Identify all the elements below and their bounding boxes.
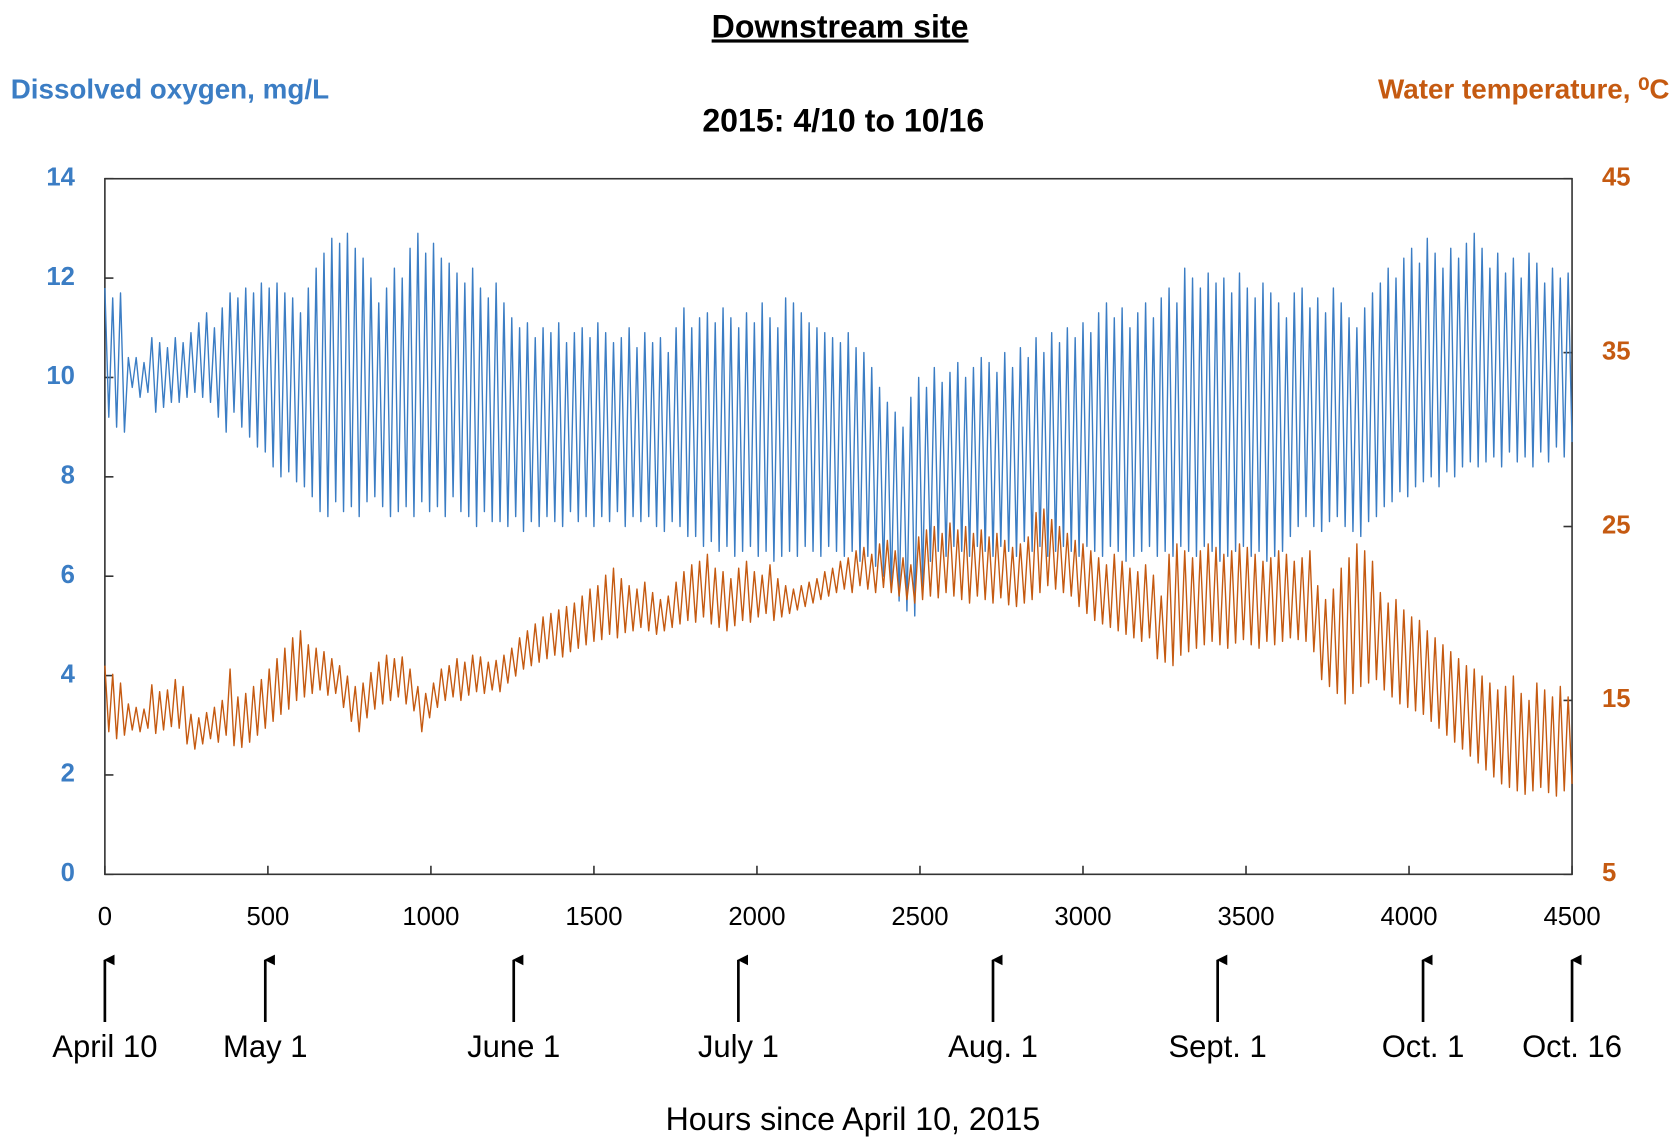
x-tick-label: 2000 <box>728 903 785 931</box>
y-tick-label: 6 <box>61 561 75 589</box>
x-tick-label: 4000 <box>1380 903 1437 931</box>
annotation-label: June 1 <box>467 1029 560 1064</box>
chart-title: Downstream site <box>712 8 969 44</box>
x-tick-label: 2500 <box>891 903 948 931</box>
x-tick-label: 0 <box>98 903 112 931</box>
annotation-label: Oct. 16 <box>1522 1029 1622 1064</box>
y-tick-label: 2 <box>61 760 75 788</box>
x-tick-label: 3500 <box>1217 903 1274 931</box>
annotation-label: Sept. 1 <box>1169 1029 1267 1064</box>
y-tick-label: 12 <box>46 263 75 291</box>
y2-tick-label: 35 <box>1602 337 1631 365</box>
y2-axis-label: Water temperature, ⁰C <box>1378 73 1669 104</box>
y2-tick-label: 15 <box>1602 685 1631 713</box>
y-tick-label: 10 <box>46 362 75 390</box>
x-tick-label: 1000 <box>402 903 459 931</box>
annotation-label: Aug. 1 <box>948 1029 1038 1064</box>
data-line <box>104 508 1573 797</box>
x-tick-label: 500 <box>246 903 289 931</box>
y2-tick-label: 5 <box>1602 859 1616 887</box>
y-tick-label: 4 <box>61 660 76 688</box>
annotation-label: May 1 <box>223 1029 307 1064</box>
annotation-label: Oct. 1 <box>1382 1029 1465 1064</box>
x-tick-label: 3000 <box>1054 903 1111 931</box>
x-tick-label: 1500 <box>565 903 622 931</box>
annotation-label: April 10 <box>52 1029 157 1064</box>
x-axis-label: Hours since April 10, 2015 <box>666 1101 1041 1137</box>
y2-tick-label: 45 <box>1602 164 1631 192</box>
y-tick-label: 0 <box>61 859 75 887</box>
x-tick-label: 4500 <box>1543 903 1600 931</box>
y2-tick-label: 25 <box>1602 511 1631 539</box>
chart-subtitle: 2015: 4/10 to 10/16 <box>702 103 984 139</box>
y-axis-label: Dissolved oxygen, mg/L <box>11 73 329 104</box>
y-tick-label: 14 <box>46 164 75 192</box>
y-tick-label: 8 <box>61 462 75 490</box>
data-line <box>104 232 1573 617</box>
annotation-label: July 1 <box>698 1029 779 1064</box>
